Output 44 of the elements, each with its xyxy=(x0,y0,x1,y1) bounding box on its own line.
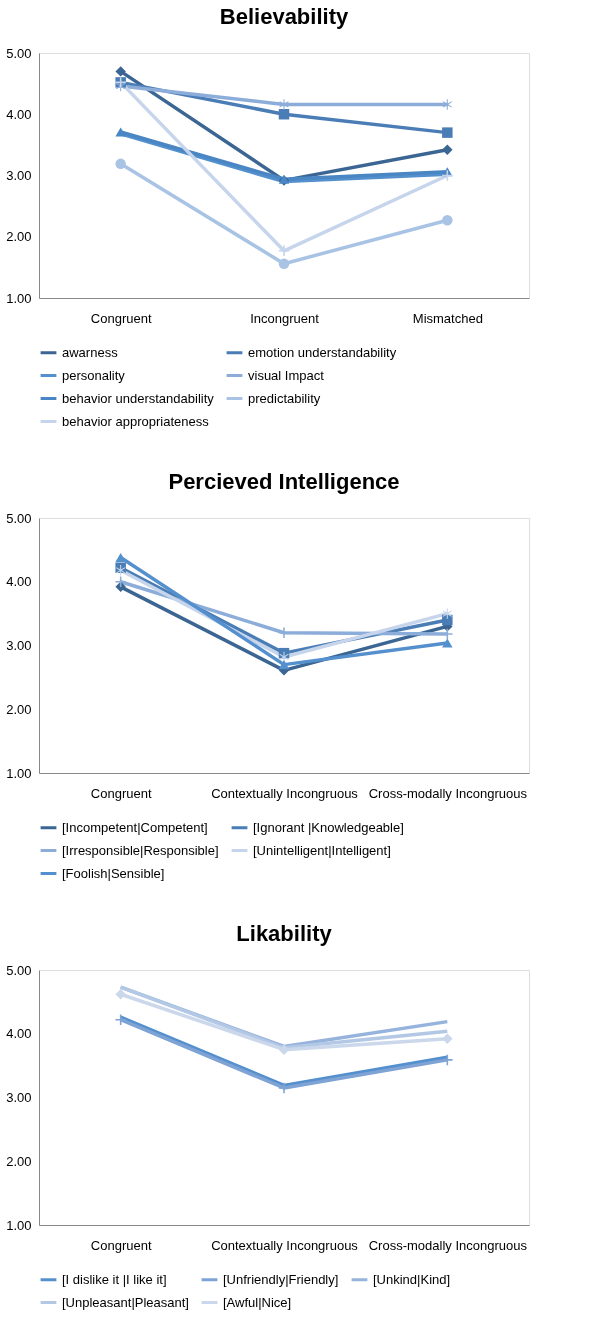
legend-label: [I dislike it |I like it] xyxy=(62,1271,167,1287)
x-tick-label: Contextually Incongruous xyxy=(211,785,359,801)
legend-label: emotion understandability xyxy=(248,344,397,360)
x-tick-label: Congruent xyxy=(90,310,152,326)
legend-label: [Incompetent|Competent] xyxy=(62,819,208,835)
x-tick-label: Cross-modally Incongruous xyxy=(368,785,528,801)
chart-title: Percieved Intelligence xyxy=(168,469,400,494)
y-tick-label: 2.00 xyxy=(6,1153,32,1169)
y-tick-label: 2.00 xyxy=(6,701,32,717)
x-tick-label: Mismatched xyxy=(412,310,483,326)
y-tick-label: 3.00 xyxy=(6,1090,32,1105)
y-tick-label: 1.00 xyxy=(6,290,32,306)
y-tick-label: 5.00 xyxy=(6,962,32,978)
y-tick-label: 4.00 xyxy=(6,1026,32,1042)
legend-label: awarness xyxy=(62,344,119,360)
y-tick-label: 5.00 xyxy=(6,45,32,61)
y-tick-label: 2.00 xyxy=(6,229,32,245)
legend-label: predictability xyxy=(248,390,321,406)
x-tick-label: Incongruent xyxy=(250,310,320,326)
legend-label: behavior appropriateness xyxy=(62,413,210,429)
chart-title: Likability xyxy=(236,921,333,946)
legend-label: [Awful|Nice] xyxy=(223,1294,292,1310)
legend-label: visual Impact xyxy=(248,367,325,383)
x-tick-label: Cross-modally Incongruous xyxy=(368,1237,528,1253)
y-tick-label: 5.00 xyxy=(6,510,32,526)
legend-label: [Unintelligent|Intelligent] xyxy=(253,842,391,858)
legend-label: behavior understandability xyxy=(62,390,215,406)
legend-label: [Ignorant |Knowledgeable] xyxy=(253,819,404,835)
legend-label: [Unkind|Kind] xyxy=(373,1271,451,1287)
y-tick-label: 4.00 xyxy=(6,106,32,122)
legend-label: personality xyxy=(62,367,126,383)
y-tick-label: 1.00 xyxy=(6,1217,32,1233)
legend-label: [Foolish|Sensible] xyxy=(62,865,165,881)
y-tick-label: 4.00 xyxy=(6,574,32,590)
x-tick-label: Contextually Incongruous xyxy=(211,1237,359,1253)
y-tick-label: 1.00 xyxy=(6,765,32,781)
x-tick-label: Congruent xyxy=(90,785,152,801)
chart-title: Believability xyxy=(219,4,349,29)
y-tick-label: 3.00 xyxy=(6,638,32,653)
x-tick-label: Congruent xyxy=(90,1237,152,1253)
legend-label: [Unfriendly|Friendly] xyxy=(223,1271,339,1287)
legend-label: [Irresponsible|Responsible] xyxy=(62,842,219,858)
legend-label: [Unpleasant|Pleasant] xyxy=(62,1294,189,1310)
y-tick-label: 3.00 xyxy=(6,168,32,183)
